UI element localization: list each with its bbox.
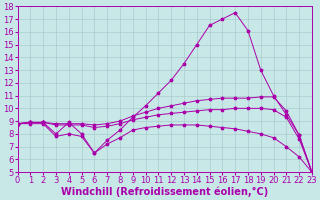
X-axis label: Windchill (Refroidissement éolien,°C): Windchill (Refroidissement éolien,°C) [61, 187, 268, 197]
